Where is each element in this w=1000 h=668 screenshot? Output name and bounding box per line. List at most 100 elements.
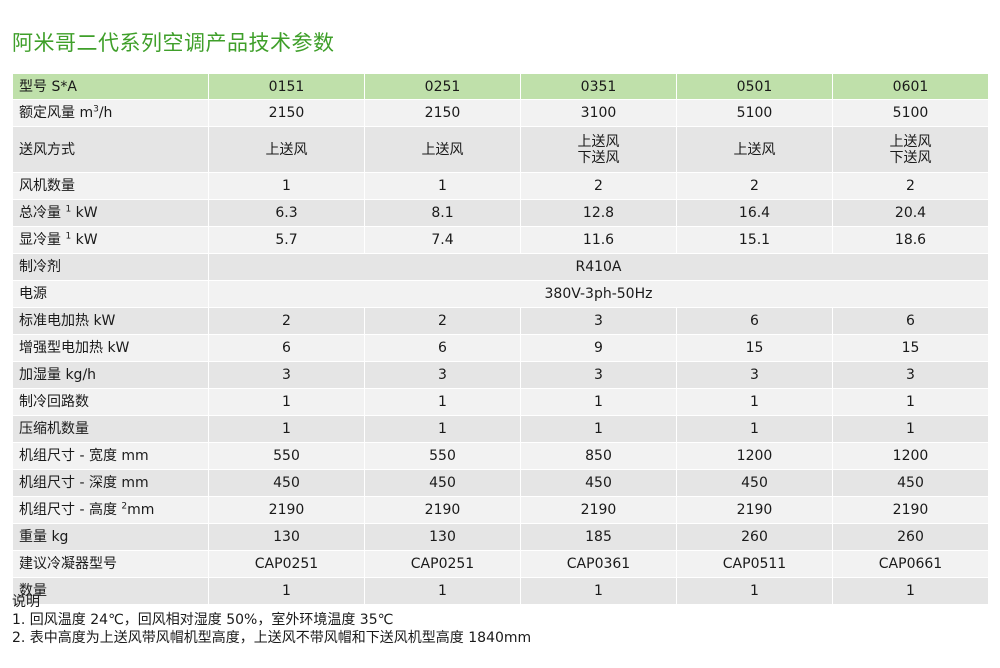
table-cell: 2190: [520, 496, 677, 524]
header-model: 0501: [676, 73, 833, 100]
table-cell: 1: [832, 415, 989, 443]
table-cell: 1: [364, 577, 521, 605]
note-item: 1. 回风温度 24℃，回风相对湿度 50%，室外环境温度 35℃: [12, 612, 394, 628]
table-cell: 5100: [676, 99, 833, 127]
table-cell: 12.8: [520, 199, 677, 227]
table-cell: 上送风: [364, 126, 521, 173]
table-cell: 2150: [208, 99, 365, 127]
table-row: 额定风量 m3/h 2150 2150 3100 5100 5100: [12, 99, 989, 127]
table-cell: 1: [208, 388, 365, 416]
table-row: 风机数量 1 1 2 2 2: [12, 172, 989, 200]
table-row: 机组尺寸 - 宽度 mm 550 550 850 1200 1200: [12, 442, 989, 470]
table-cell: 1: [364, 388, 521, 416]
row-label: 机组尺寸 - 深度 mm: [12, 469, 209, 497]
spec-table: 型号 S*A 0151 0251 0351 0501 0601 额定风量 m3/…: [12, 73, 989, 605]
spec-table-body: 型号 S*A 0151 0251 0351 0501 0601 额定风量 m3/…: [12, 73, 989, 605]
row-label-text: 重量 kg: [19, 529, 69, 545]
table-cell: 1: [208, 415, 365, 443]
row-label-text: 风机数量: [19, 178, 75, 194]
row-label: 机组尺寸 - 高度 2mm: [12, 496, 209, 524]
row-label-text: 加湿量 kg/h: [19, 367, 97, 383]
row-label: 电源: [12, 280, 209, 308]
header-model: 0251: [364, 73, 521, 100]
row-label: 风机数量: [12, 172, 209, 200]
table-cell: 450: [520, 469, 677, 497]
table-row: 数量 1 1 1 1 1: [12, 577, 989, 605]
row-label-text: 机组尺寸 - 高度: [19, 502, 122, 518]
row-label-unit: kW: [71, 205, 98, 221]
table-cell: 9: [520, 334, 677, 362]
table-cell: CAP0251: [364, 550, 521, 578]
table-cell: 185: [520, 523, 677, 551]
table-cell: 7.4: [364, 226, 521, 254]
table-cell: 1: [676, 388, 833, 416]
row-label-text: 增强型电加热 kW: [19, 340, 130, 356]
table-cell: 2: [520, 172, 677, 200]
table-cell: 5.7: [208, 226, 365, 254]
table-cell: 1: [520, 388, 677, 416]
table-cell: 450: [832, 469, 989, 497]
row-label: 重量 kg: [12, 523, 209, 551]
row-label-unit: mm: [127, 502, 155, 518]
merged-cell: R410A: [208, 253, 989, 281]
table-cell: 上送风: [208, 126, 365, 173]
table-cell: 15: [832, 334, 989, 362]
row-label: 建议冷凝器型号: [12, 550, 209, 578]
row-label-text: 数量: [19, 583, 47, 599]
row-label: 制冷回路数: [12, 388, 209, 416]
table-cell: 1: [832, 388, 989, 416]
table-cell: 3100: [520, 99, 677, 127]
table-cell: 1: [676, 577, 833, 605]
table-cell: 6: [832, 307, 989, 335]
footnote-marker: 1: [65, 204, 72, 215]
table-cell: 5100: [832, 99, 989, 127]
row-label-text: 压缩机数量: [19, 421, 89, 437]
table-cell: 2: [832, 172, 989, 200]
row-label: 显冷量 1 kW: [12, 226, 209, 254]
row-label: 总冷量 1 kW: [12, 199, 209, 227]
table-cell: 上送风: [676, 126, 833, 173]
row-label: 数量: [12, 577, 209, 605]
header-label: 型号 S*A: [12, 73, 209, 100]
table-cell: 15: [676, 334, 833, 362]
table-cell: 6: [676, 307, 833, 335]
cell-line: 上送风: [889, 133, 932, 150]
table-cell: 1: [832, 577, 989, 605]
table-cell: 8.1: [364, 199, 521, 227]
table-header-row: 型号 S*A 0151 0251 0351 0501 0601: [12, 73, 989, 100]
row-label-text: 总冷量: [19, 205, 66, 221]
table-cell: 6: [364, 334, 521, 362]
table-cell: CAP0251: [208, 550, 365, 578]
merged-cell: 380V-3ph-50Hz: [208, 280, 989, 308]
table-row: 机组尺寸 - 深度 mm 450 450 450 450 450: [12, 469, 989, 497]
table-cell: 16.4: [676, 199, 833, 227]
table-cell: CAP0661: [832, 550, 989, 578]
table-cell: 1: [520, 415, 677, 443]
table-cell: 2: [676, 172, 833, 200]
footnote-marker: 1: [65, 231, 72, 242]
row-label-text: 制冷回路数: [19, 394, 89, 410]
table-cell: 上送风 下送风: [832, 126, 989, 173]
footnote-marker: 2: [121, 501, 128, 512]
row-label-text: 机组尺寸 - 宽度 mm: [19, 448, 149, 464]
table-cell: 11.6: [520, 226, 677, 254]
row-label: 标准电加热 kW: [12, 307, 209, 335]
table-row: 总冷量 1 kW 6.3 8.1 12.8 16.4 20.4: [12, 199, 989, 227]
table-cell: 130: [208, 523, 365, 551]
table-cell: 2: [208, 307, 365, 335]
row-label: 额定风量 m3/h: [12, 99, 209, 127]
table-cell: 1: [676, 415, 833, 443]
table-cell: 2190: [208, 496, 365, 524]
table-cell: 3: [364, 361, 521, 389]
row-label-text: 显冷量: [19, 232, 66, 248]
table-cell: 550: [208, 442, 365, 470]
cell-line: 下送风: [889, 149, 932, 166]
table-cell: 550: [364, 442, 521, 470]
table-cell: 15.1: [676, 226, 833, 254]
table-cell: 6.3: [208, 199, 365, 227]
table-cell: 2190: [832, 496, 989, 524]
table-cell: 6: [208, 334, 365, 362]
table-row: 制冷回路数 1 1 1 1 1: [12, 388, 989, 416]
table-row: 重量 kg 130 130 185 260 260: [12, 523, 989, 551]
